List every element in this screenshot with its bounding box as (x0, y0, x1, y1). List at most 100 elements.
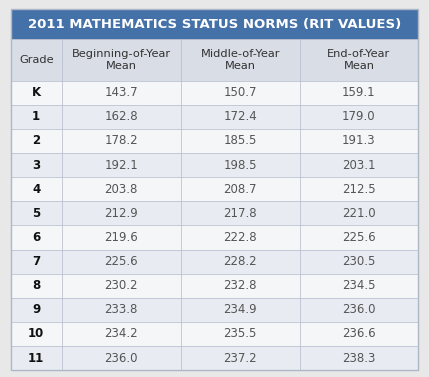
Text: 3: 3 (32, 158, 40, 172)
Text: 221.0: 221.0 (342, 207, 376, 220)
Bar (181, 105, 300, 129)
Text: 4: 4 (32, 182, 40, 196)
Text: 217.8: 217.8 (224, 207, 257, 220)
Text: 234.2: 234.2 (104, 328, 138, 340)
Text: Grade: Grade (19, 55, 54, 65)
Bar (300, 105, 418, 129)
Text: 5: 5 (32, 207, 40, 220)
Bar (62, 274, 181, 298)
Bar (11, 129, 62, 153)
Bar (11, 201, 62, 225)
Bar (300, 322, 418, 346)
Text: Middle-of-Year
Mean: Middle-of-Year Mean (200, 49, 280, 70)
Bar (300, 346, 418, 370)
Text: 212.9: 212.9 (104, 207, 138, 220)
Text: 234.9: 234.9 (224, 303, 257, 316)
Text: 9: 9 (32, 303, 40, 316)
Text: 236.0: 236.0 (342, 303, 376, 316)
Bar (11, 177, 62, 201)
Bar (181, 250, 300, 274)
Bar (300, 129, 418, 153)
Text: 150.7: 150.7 (224, 86, 257, 99)
Text: Beginning-of-Year
Mean: Beginning-of-Year Mean (72, 49, 171, 70)
Text: K: K (32, 86, 41, 99)
Text: 235.5: 235.5 (224, 328, 257, 340)
Bar (181, 322, 300, 346)
Bar (181, 129, 300, 153)
Bar (62, 322, 181, 346)
Text: 172.4: 172.4 (224, 110, 257, 123)
Bar (300, 225, 418, 250)
Text: 233.8: 233.8 (105, 303, 138, 316)
Text: 236.6: 236.6 (342, 328, 376, 340)
Bar (62, 129, 181, 153)
Text: 162.8: 162.8 (104, 110, 138, 123)
Bar (62, 177, 181, 201)
Text: 178.2: 178.2 (104, 134, 138, 147)
Text: 230.2: 230.2 (104, 279, 138, 292)
Bar (11, 250, 62, 274)
Bar (181, 39, 300, 81)
Text: 212.5: 212.5 (342, 182, 376, 196)
Text: 237.2: 237.2 (224, 352, 257, 365)
Bar (62, 39, 181, 81)
Bar (300, 298, 418, 322)
Text: 2: 2 (32, 134, 40, 147)
Text: 2011 MATHEMATICS STATUS NORMS (RIT VALUES): 2011 MATHEMATICS STATUS NORMS (RIT VALUE… (28, 18, 401, 31)
Bar (11, 274, 62, 298)
Bar (181, 274, 300, 298)
Bar (11, 298, 62, 322)
Text: 225.6: 225.6 (342, 231, 376, 244)
Bar (62, 346, 181, 370)
Bar (11, 81, 62, 105)
Text: 230.5: 230.5 (342, 255, 376, 268)
Text: 203.1: 203.1 (342, 158, 376, 172)
Bar (11, 39, 62, 81)
Text: 179.0: 179.0 (342, 110, 376, 123)
Bar (181, 346, 300, 370)
Bar (11, 105, 62, 129)
Bar (62, 298, 181, 322)
Bar (62, 81, 181, 105)
Text: 198.5: 198.5 (224, 158, 257, 172)
Bar (181, 201, 300, 225)
Text: 208.7: 208.7 (224, 182, 257, 196)
Bar (181, 225, 300, 250)
Bar (11, 225, 62, 250)
Text: 219.6: 219.6 (104, 231, 138, 244)
Bar (62, 201, 181, 225)
Bar (300, 250, 418, 274)
Bar (11, 153, 62, 177)
Text: 232.8: 232.8 (224, 279, 257, 292)
Text: 8: 8 (32, 279, 40, 292)
Text: 191.3: 191.3 (342, 134, 376, 147)
Text: 236.0: 236.0 (104, 352, 138, 365)
Text: 6: 6 (32, 231, 40, 244)
Bar (62, 153, 181, 177)
Bar (300, 81, 418, 105)
Text: 7: 7 (32, 255, 40, 268)
Bar (181, 81, 300, 105)
Bar (181, 177, 300, 201)
Text: 238.3: 238.3 (342, 352, 376, 365)
Bar (300, 201, 418, 225)
Bar (62, 250, 181, 274)
Text: 203.8: 203.8 (105, 182, 138, 196)
Bar (300, 153, 418, 177)
Text: 225.6: 225.6 (104, 255, 138, 268)
Bar (181, 153, 300, 177)
Text: 234.5: 234.5 (342, 279, 376, 292)
Text: 1: 1 (32, 110, 40, 123)
Bar (300, 274, 418, 298)
Text: 11: 11 (28, 352, 44, 365)
Bar (11, 9, 418, 39)
Text: 185.5: 185.5 (224, 134, 257, 147)
Bar (300, 177, 418, 201)
Text: 192.1: 192.1 (104, 158, 138, 172)
Bar (11, 346, 62, 370)
Bar (62, 225, 181, 250)
Bar (62, 105, 181, 129)
Text: 228.2: 228.2 (224, 255, 257, 268)
Text: 222.8: 222.8 (224, 231, 257, 244)
Bar (300, 39, 418, 81)
